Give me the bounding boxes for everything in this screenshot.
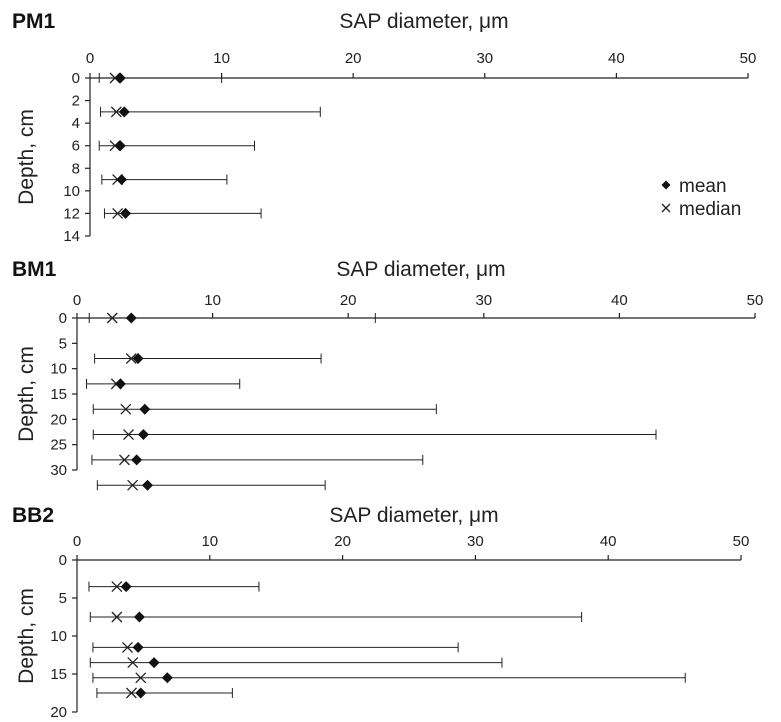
pm1-mean-marker — [120, 207, 132, 219]
bm1-x-tick-label: 0 — [73, 292, 81, 309]
pm1-x-tick-label: 0 — [86, 50, 94, 67]
pm1-x-tick-label: 20 — [345, 50, 362, 67]
bm1-median-marker — [119, 454, 130, 466]
panel-bb2: BB2 SAP diameter, μm Depth, cm 0 10 20 30 40 50 0… — [12, 504, 749, 721]
bb2-y-tick-label: 0 — [59, 552, 67, 569]
pm1-x-tick-label: 30 — [476, 50, 493, 67]
bb2-y-tick-label: 15 — [50, 666, 67, 683]
panel-pm1: PM1 SAP diameter, μm Depth, cm 0 10 20 30 40 50 0… — [12, 10, 756, 245]
bm1-mean-marker — [139, 403, 151, 415]
bb2-y-tick-label: 5 — [59, 590, 67, 607]
pm1-x-tick-label: 40 — [608, 50, 625, 67]
bm1-median-marker — [120, 403, 132, 415]
legend-mean-marker — [661, 180, 671, 190]
bm1-y-tick-label: 10 — [50, 361, 67, 378]
bm1-median-marker — [125, 353, 137, 364]
bm1-mean-marker — [125, 312, 137, 324]
pm1-mean-marker — [118, 106, 130, 118]
pm1-x-tick-label: 50 — [740, 50, 757, 67]
bb2-y-tick-label: 10 — [50, 628, 67, 645]
bm1-y-axis-title: Depth, cm — [15, 346, 38, 442]
pm1-y-tick-label: 10 — [63, 183, 80, 200]
pm1-y-tick-label: 6 — [72, 138, 80, 155]
pm1-mean-marker — [116, 174, 128, 186]
bm1-mean-marker — [131, 454, 143, 466]
bm1-x-tick-label: 50 — [747, 292, 764, 309]
bb2-median-marker — [127, 657, 139, 669]
bm1-y-tick-label: 20 — [50, 411, 67, 428]
bb2-x-tick-label: 50 — [733, 533, 750, 550]
bb2-x-tick-label: 40 — [600, 533, 617, 550]
bb2-median-marker — [111, 611, 123, 623]
pm1-mean-marker — [114, 72, 126, 84]
bb2-mean-marker — [132, 641, 144, 653]
bm1-x-tick-label: 20 — [340, 292, 357, 309]
bb2-median-marker — [135, 672, 147, 684]
bm1-x-tick-label: 30 — [475, 292, 492, 309]
legend-mean-label: mean — [679, 176, 727, 197]
pm1-y-tick-label: 2 — [72, 93, 80, 110]
bb2-x-tick-label: 20 — [334, 533, 351, 550]
bb2-y-axis-title: Depth, cm — [15, 588, 38, 684]
bm1-x-axis-title: SAP diameter, μm — [336, 258, 505, 281]
pm1-x-axis-title: SAP diameter, μm — [339, 10, 508, 33]
bb2-median-marker — [111, 581, 123, 593]
bm1-y-tick-label: 5 — [59, 335, 67, 352]
pm1-y-axis-title: Depth, cm — [15, 109, 38, 205]
bm1-mean-marker — [132, 353, 144, 365]
bm1-y-tick-label: 0 — [59, 310, 67, 327]
bb2-panel-label: BB2 — [12, 504, 54, 527]
bm1-mean-marker — [137, 429, 149, 441]
bm1-panel-label: BM1 — [12, 258, 57, 281]
bm1-mean-marker — [142, 479, 154, 491]
pm1-y-tick-label: 14 — [63, 228, 80, 245]
bb2-y-tick-label: 20 — [50, 704, 67, 721]
pm1-x-tick-label: 10 — [213, 50, 230, 67]
bb2-median-marker — [125, 687, 137, 699]
pm1-median-marker — [110, 106, 122, 118]
bb2-x-tick-label: 30 — [467, 533, 484, 550]
legend-median-label: median — [679, 199, 741, 220]
bm1-median-marker — [123, 429, 134, 440]
bb2-x-axis-title: SAP diameter, μm — [329, 504, 498, 527]
pm1-median-marker — [112, 207, 124, 219]
bm1-y-tick-label: 30 — [50, 462, 67, 479]
bm1-x-tick-label: 40 — [611, 292, 628, 309]
pm1-y-tick-label: 4 — [72, 115, 80, 132]
bm1-y-tick-label: 25 — [50, 437, 67, 454]
bm1-median-marker — [106, 312, 118, 324]
pm1-y-tick-label: 8 — [72, 160, 80, 177]
pm1-y-tick-label: 12 — [63, 205, 80, 222]
bb2-mean-marker — [148, 657, 160, 669]
bb2-median-marker — [122, 641, 133, 653]
pm1-mean-marker — [114, 140, 126, 152]
bb2-mean-marker — [161, 672, 173, 684]
bb2-x-tick-label: 10 — [201, 533, 218, 550]
bb2-x-tick-label: 0 — [73, 533, 81, 550]
bb2-mean-marker — [133, 611, 145, 623]
panel-bm1: BM1 SAP diameter, μm Depth, cm 0 10 20 30 40 50 0… — [12, 258, 763, 491]
bm1-median-marker — [127, 479, 139, 491]
bb2-mean-marker — [120, 581, 132, 593]
bb2-mean-marker — [135, 687, 147, 699]
bm1-x-tick-label: 10 — [204, 292, 221, 309]
pm1-panel-label: PM1 — [12, 10, 56, 33]
pm1-y-tick-label: 0 — [72, 70, 80, 87]
legend-median-marker — [661, 203, 671, 213]
bm1-mean-marker — [114, 378, 126, 390]
bm1-y-tick-label: 15 — [50, 386, 67, 403]
